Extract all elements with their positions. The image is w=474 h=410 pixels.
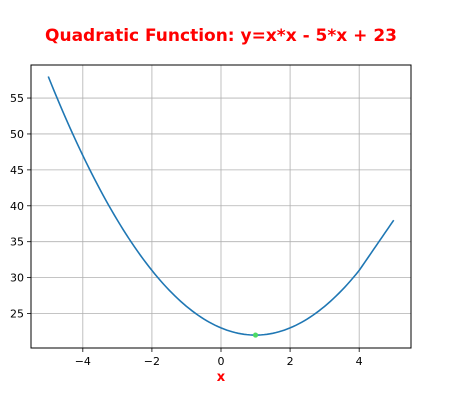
- y-tick-label: 55: [10, 92, 24, 105]
- x-tick-label: −4: [75, 355, 91, 368]
- x-axis-label: x: [217, 370, 226, 385]
- axis-ticks: −4 −2 0 2 4 25 30 35 40 45 50 55: [10, 92, 363, 368]
- y-tick-label: 30: [10, 272, 24, 285]
- y-tick-label: 25: [10, 308, 24, 321]
- y-tick-label: 35: [10, 236, 24, 249]
- y-tick-label: 45: [10, 164, 24, 177]
- chart-title: Quadratic Function: y=x*x - 5*x + 23: [45, 26, 397, 46]
- x-tick-label: −2: [144, 355, 160, 368]
- x-tick-label: 0: [218, 355, 225, 368]
- x-tick-label: 2: [287, 355, 294, 368]
- vertex-point: [252, 332, 259, 338]
- plot-area: [47, 76, 395, 338]
- y-tick-label: 40: [10, 200, 24, 213]
- y-tick-label: 50: [10, 128, 24, 141]
- x-tick-label: 4: [356, 355, 363, 368]
- series-line: [47, 76, 395, 336]
- grid: [31, 65, 411, 348]
